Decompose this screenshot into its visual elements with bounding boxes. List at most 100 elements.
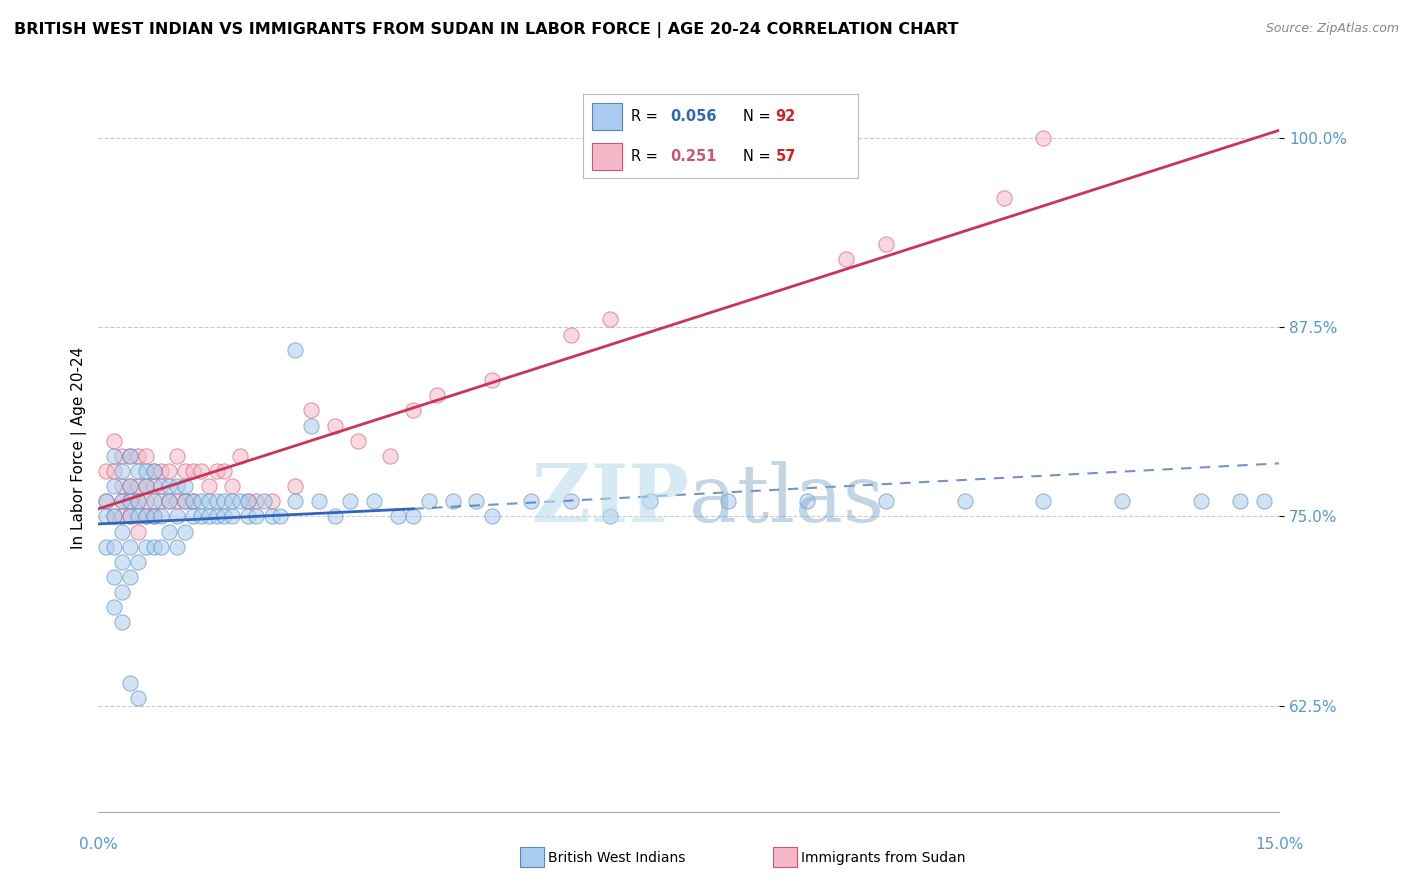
Point [127,494,149,508]
Text: BRITISH WEST INDIAN VS IMMIGRANTS FROM SUDAN IN LABOR FORCE | AGE 20-24 CORRELAT: BRITISH WEST INDIAN VS IMMIGRANTS FROM S… [14,22,959,38]
Point [174,524,197,539]
Point [96,540,118,554]
Point [111,464,134,478]
Point [127,524,149,539]
Point [111,494,134,508]
Point [378,449,401,463]
Point [103,479,125,493]
Point [205,464,228,478]
Point [111,509,134,524]
Point [236,494,259,508]
Point [181,509,204,524]
Point [363,494,385,508]
Point [103,434,125,448]
Point [127,691,149,706]
Point [96,509,118,524]
Point [111,615,134,630]
Point [205,509,228,524]
Point [157,494,180,508]
Point [150,494,173,508]
Point [118,449,141,463]
Point [260,494,283,508]
Text: 0.251: 0.251 [669,149,716,164]
Point [299,403,322,417]
Point [1032,494,1054,508]
Point [142,540,165,554]
Point [284,343,307,357]
Point [135,509,157,524]
Point [118,449,141,463]
Point [387,509,409,524]
Point [190,509,212,524]
Point [103,464,125,478]
Point [111,555,134,569]
Text: N =: N = [742,109,775,124]
Point [953,494,976,508]
Point [118,479,141,493]
Point [96,464,118,478]
Text: 0.0%: 0.0% [79,837,118,852]
Point [118,479,141,493]
Point [127,479,149,493]
Point [150,479,173,493]
Y-axis label: In Labor Force | Age 20-24: In Labor Force | Age 20-24 [72,347,87,549]
Point [599,312,621,326]
Point [111,494,134,508]
Point [118,509,141,524]
Point [127,449,149,463]
Point [166,449,188,463]
Text: British West Indians: British West Indians [548,851,686,865]
Point [135,449,157,463]
Text: N =: N = [742,149,775,164]
Point [142,479,165,493]
Point [111,449,134,463]
Text: 92: 92 [776,109,796,124]
Point [103,570,125,584]
Point [308,494,330,508]
Point [214,494,236,508]
Point [142,494,165,508]
Point [197,509,219,524]
Point [135,479,157,493]
Point [157,464,180,478]
Point [221,509,243,524]
Point [269,509,291,524]
Point [103,600,125,615]
Point [142,509,165,524]
Point [1253,494,1275,508]
Point [142,464,165,478]
Point [245,494,267,508]
Point [284,494,307,508]
Point [426,388,449,402]
Point [111,585,134,599]
Point [221,494,243,508]
Point [157,494,180,508]
Point [135,540,157,554]
Point [229,449,252,463]
Point [717,494,740,508]
Point [441,494,464,508]
Point [157,479,180,493]
Point [560,327,582,342]
Point [875,494,897,508]
Point [197,479,219,493]
Point [323,509,346,524]
Point [118,494,141,508]
Point [127,464,149,478]
Point [166,494,188,508]
Point [118,570,141,584]
Point [135,494,157,508]
Point [299,418,322,433]
Point [1032,130,1054,145]
Point [229,494,252,508]
Bar [592,143,621,169]
Point [347,434,370,448]
Text: Immigrants from Sudan: Immigrants from Sudan [801,851,966,865]
Point [111,479,134,493]
Point [118,494,141,508]
Point [221,479,243,493]
Point [190,494,212,508]
Point [339,494,361,508]
Point [135,464,157,478]
Point [181,494,204,508]
